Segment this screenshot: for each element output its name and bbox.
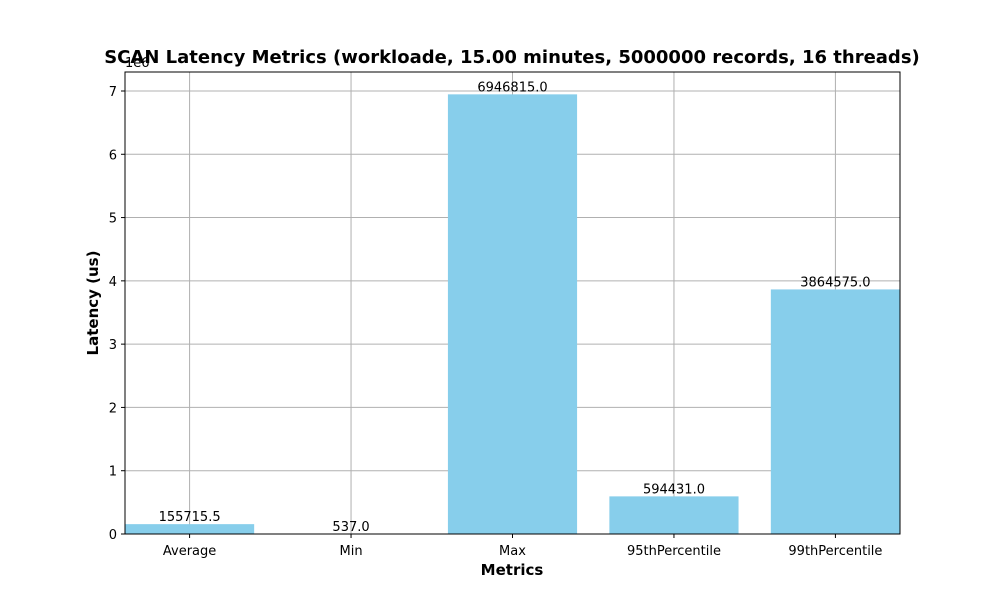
data-label: 155715.5	[159, 510, 221, 525]
data-label: 537.0	[332, 520, 369, 535]
x-tick-label: Average	[163, 544, 216, 559]
data-label: 3864575.0	[800, 275, 870, 290]
x-tick-label: 99thPercentile	[788, 544, 882, 559]
y-tick-label: 6	[109, 148, 117, 163]
y-tick-label: 5	[109, 212, 117, 227]
bars-layer	[125, 94, 900, 534]
data-labels-layer: 155715.5 537.0 6946815.0 594431.0 3864575.0	[159, 80, 871, 535]
ticks-layer: 0 1 2 3 4 5 6 7 Average Min Max 95thPercentile 99thP…	[109, 85, 883, 559]
y-axis-label: Latency (us)	[84, 251, 102, 356]
y-tick-label: 3	[109, 338, 117, 353]
bar-average	[125, 524, 255, 534]
y-tick-label: 0	[109, 528, 117, 543]
x-tick-label: Min	[340, 544, 363, 559]
y-tick-label: 2	[109, 401, 117, 416]
y-axis-scale-label: 1e6	[125, 56, 150, 71]
y-tick-label: 4	[109, 275, 117, 290]
y-tick-label: 7	[109, 85, 117, 100]
bar-95thpercentile	[609, 496, 739, 534]
data-label: 594431.0	[643, 482, 705, 497]
data-label: 6946815.0	[477, 80, 547, 95]
x-tick-label: 95thPercentile	[627, 544, 721, 559]
x-tick-label: Max	[499, 544, 526, 559]
chart-title: SCAN Latency Metrics (workloade, 15.00 m…	[104, 47, 920, 68]
bar-max	[447, 94, 578, 534]
y-tick-label: 1	[109, 465, 117, 480]
bar-99thpercentile	[770, 289, 900, 534]
x-axis-label: Metrics	[481, 561, 544, 579]
